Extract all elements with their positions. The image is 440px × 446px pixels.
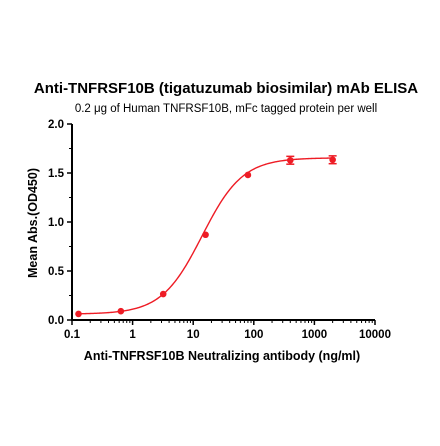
y-tick-label: 1.0 (48, 217, 64, 229)
chart-title: Anti-TNFRSF10B (tigatuzumab biosimilar) … (34, 80, 418, 97)
data-point (75, 310, 82, 318)
x-tick-label: 0.1 (64, 329, 81, 341)
data-point (329, 156, 336, 164)
data-point (286, 156, 294, 164)
data-points-layer (75, 155, 337, 318)
data-point (117, 307, 125, 315)
axes: 0.0 0.5 1.0 1.5 2.0 0.1 1 10 100 1000 10000 (48, 119, 391, 341)
x-tick-label: 100 (244, 329, 263, 341)
y-axis-label: Mean Abs.(OD450) (26, 168, 40, 278)
data-point (159, 290, 167, 298)
x-tick-label: 10000 (359, 329, 391, 341)
x-tick-label: 1 (129, 329, 136, 341)
y-tick-label: 1.5 (48, 168, 65, 180)
y-tick-label: 2.0 (48, 119, 64, 131)
x-tick-label: 1000 (302, 329, 328, 341)
data-point (202, 231, 209, 239)
y-tick-label: 0.5 (48, 266, 65, 278)
x-tick-label: 10 (187, 329, 200, 341)
x-axis-label: Anti-TNFRSF10B Neutralizing antibody (ng… (84, 349, 360, 363)
chart-subtitle: 0.2 μg of Human TNFRSF10B, mFc tagged pr… (75, 103, 377, 115)
y-tick-label: 0.0 (48, 315, 64, 327)
data-point (244, 171, 252, 179)
